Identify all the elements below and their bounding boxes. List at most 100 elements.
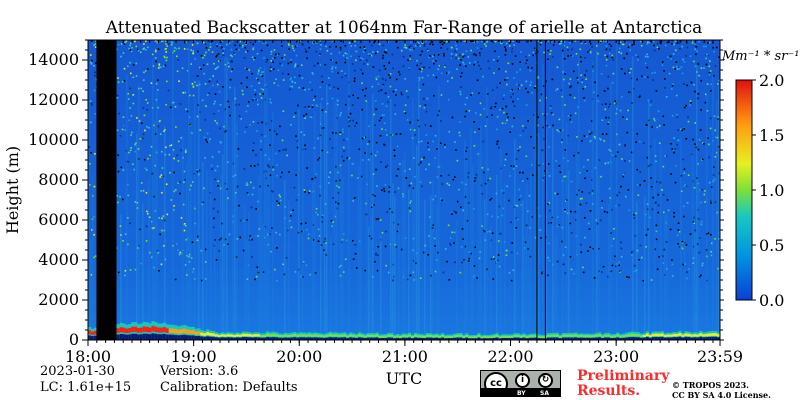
speckle — [560, 141, 563, 144]
speckle — [178, 253, 181, 256]
surface-base — [519, 337, 523, 340]
speckle — [444, 64, 447, 67]
speckle — [573, 97, 576, 99]
surface-peak — [168, 328, 172, 334]
speckle — [309, 81, 311, 83]
speckle — [635, 212, 638, 215]
surface-peak — [151, 325, 155, 332]
surface-peak — [696, 334, 700, 337]
speckle — [282, 79, 285, 81]
speckle — [128, 119, 130, 122]
speckle — [566, 212, 569, 215]
speckle — [497, 140, 499, 143]
surface-base — [555, 337, 560, 340]
surface-base — [507, 338, 511, 340]
speckle — [203, 54, 206, 57]
speckle — [548, 259, 551, 262]
speckle — [252, 149, 254, 152]
surface-base — [260, 337, 264, 340]
speckle — [165, 51, 168, 53]
surface-base — [180, 334, 184, 340]
streak — [340, 145, 342, 340]
surface-peak — [416, 335, 421, 338]
surface-peak — [693, 334, 697, 337]
speckle — [427, 74, 429, 77]
cc-strip — [481, 388, 560, 396]
speckle — [331, 40, 334, 42]
speckle — [313, 64, 316, 67]
speckle — [611, 82, 614, 84]
speckle — [577, 63, 579, 66]
speckle — [235, 104, 237, 106]
speckle — [173, 190, 176, 193]
speckle — [320, 41, 322, 44]
speckle — [710, 250, 712, 253]
speckle — [582, 166, 585, 168]
speckle — [234, 174, 237, 176]
speckle — [305, 264, 308, 266]
speckle — [327, 77, 330, 80]
speckle — [424, 104, 427, 106]
speckle — [589, 246, 592, 248]
speckle — [395, 133, 398, 135]
speckle — [116, 129, 119, 132]
speckle — [596, 222, 599, 225]
streak — [592, 60, 594, 340]
speckle — [516, 83, 518, 86]
speckle — [419, 161, 422, 164]
speckle — [281, 64, 283, 67]
speckle — [132, 64, 135, 66]
speckle — [438, 165, 441, 168]
speckle — [510, 96, 512, 98]
speckle — [118, 112, 120, 115]
speckle — [128, 47, 130, 50]
speckle — [276, 174, 278, 177]
speckle — [264, 41, 267, 44]
surface-base — [160, 334, 164, 340]
speckle — [513, 77, 515, 79]
speckle — [341, 238, 344, 241]
streak — [696, 64, 698, 340]
speckle — [364, 136, 367, 139]
speckle — [174, 47, 176, 49]
speckle — [325, 45, 327, 48]
surface-peak — [579, 335, 584, 338]
speckle — [551, 78, 554, 81]
speckle — [665, 241, 668, 243]
speckle — [549, 105, 552, 107]
speckle — [681, 129, 684, 132]
speckle — [233, 52, 235, 55]
streak — [480, 124, 482, 340]
speckle — [194, 222, 196, 225]
surface-base — [687, 337, 691, 340]
speckle — [306, 167, 308, 169]
speckle — [527, 91, 529, 94]
speckle — [639, 244, 642, 247]
surface-peak — [266, 333, 270, 337]
speckle — [700, 220, 703, 223]
surface-base — [174, 334, 178, 340]
speckle — [429, 125, 432, 127]
speckle — [407, 96, 409, 99]
speckle — [173, 157, 175, 160]
speckle — [717, 172, 720, 175]
speckle — [383, 114, 385, 117]
speckle — [277, 84, 280, 87]
speckle — [714, 136, 717, 139]
speckle — [216, 123, 219, 125]
speckle — [136, 48, 139, 51]
speckle — [318, 234, 321, 237]
speckle — [654, 248, 657, 251]
speckle — [535, 52, 537, 55]
speckle — [681, 72, 684, 75]
speckle — [203, 41, 205, 44]
surface-peak — [585, 335, 590, 338]
speckle — [455, 53, 458, 56]
speckle — [341, 155, 343, 158]
speckle — [510, 279, 513, 282]
speckle — [371, 276, 374, 278]
speckle — [555, 160, 558, 162]
speckle — [381, 114, 384, 116]
speckle — [236, 238, 239, 240]
speckle — [342, 271, 345, 273]
